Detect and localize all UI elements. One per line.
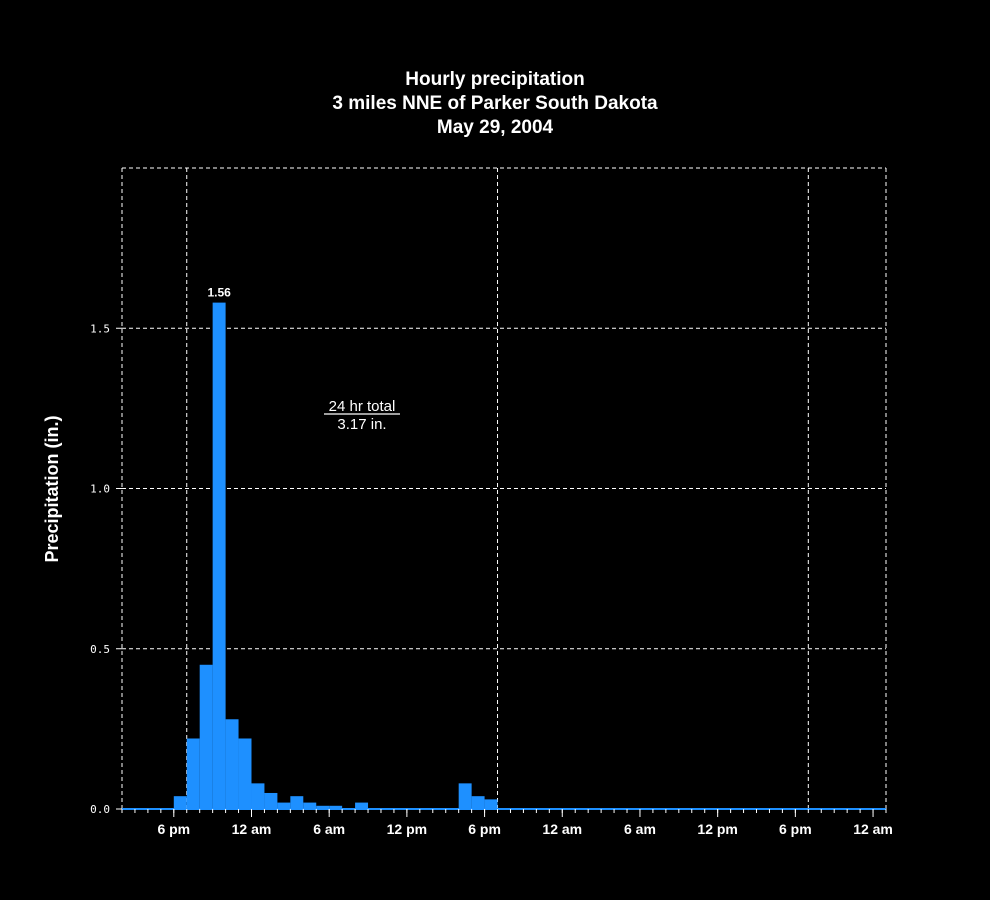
x-tick-label-3: 12 pm (387, 821, 427, 837)
chart-title-line-1: Hourly precipitation (405, 69, 584, 90)
y-tick-label-1: 0.5 (90, 643, 110, 656)
bar-7 (264, 792, 278, 809)
total-label: 24 hr total (329, 398, 396, 415)
x-tick-label-2: 6 am (313, 821, 345, 837)
x-tick-label-6: 6 am (624, 821, 656, 837)
x-tick-labels: 6 pm 12 am 6 am 12 pm 6 pm 12 am 6 am 12 pm 6 pm… (157, 821, 892, 837)
bar-12 (329, 805, 343, 809)
chart-title-line-3: May 29, 2004 (437, 117, 554, 138)
x-tick-label-1: 12 am (232, 821, 272, 837)
x-tick-label-4: 6 pm (468, 821, 501, 837)
x-tick-label-8: 6 pm (779, 821, 812, 837)
bar-2 (199, 664, 213, 809)
bar-16 (484, 799, 498, 809)
bar-0 (173, 796, 187, 809)
axes-group (116, 327, 887, 817)
bar-10 (303, 802, 317, 809)
y-tick-label-3: 1.5 (90, 322, 110, 335)
bar-4 (225, 719, 239, 809)
bar-8 (277, 802, 291, 809)
bar-15 (471, 796, 485, 809)
bars-group (173, 302, 498, 809)
bar-1 (186, 738, 200, 809)
bar-6 (251, 783, 265, 809)
bar-9 (290, 796, 304, 809)
bar-13 (355, 802, 369, 809)
bar-14 (458, 783, 472, 809)
bar-3 (212, 302, 226, 809)
y-axis-label: Precipitation (in.) (42, 415, 62, 562)
peak-value-label: 1.56 (207, 286, 231, 300)
chart-title-line-2: 3 miles NNE of Parker South Dakota (332, 93, 658, 114)
y-tick-label-0: 0.0 (90, 803, 110, 816)
x-tick-label-5: 12 am (542, 821, 582, 837)
grid-lines (121, 167, 887, 809)
x-tick-label-0: 6 pm (157, 821, 190, 837)
bar-5 (238, 738, 252, 809)
y-tick-label-2: 1.0 (90, 483, 110, 496)
total-value: 3.17 in. (337, 416, 386, 433)
bar-11 (316, 805, 330, 809)
x-tick-label-9: 12 am (853, 821, 893, 837)
y-tick-labels: 0.0 0.5 1.0 1.5 (90, 322, 110, 816)
x-tick-label-7: 12 pm (697, 821, 737, 837)
